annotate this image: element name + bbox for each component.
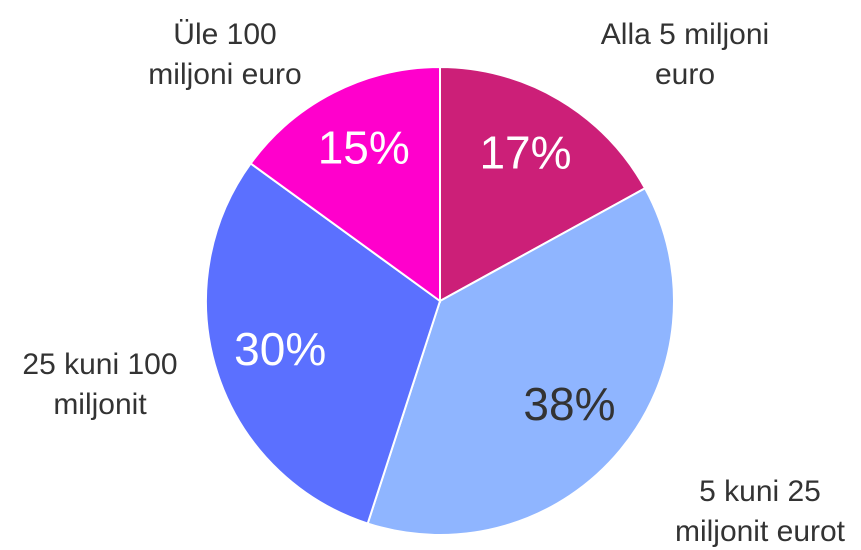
category-label: 5 kuni 25 miljonit eurot xyxy=(674,475,846,548)
value-label: 30% xyxy=(234,323,326,375)
value-label: 17% xyxy=(479,127,571,179)
pie-slice xyxy=(366,186,675,536)
value-label: 15% xyxy=(318,121,410,173)
pie-slice xyxy=(249,65,441,303)
value-label: 38% xyxy=(523,378,615,430)
pie-slice xyxy=(205,162,442,525)
category-label: Üle 100 miljoni euro xyxy=(148,18,302,91)
category-label: 25 kuni 100 miljonit xyxy=(22,348,178,421)
pie-slice xyxy=(439,65,647,303)
category-label: Alla 5 miljoni euro xyxy=(600,18,770,91)
